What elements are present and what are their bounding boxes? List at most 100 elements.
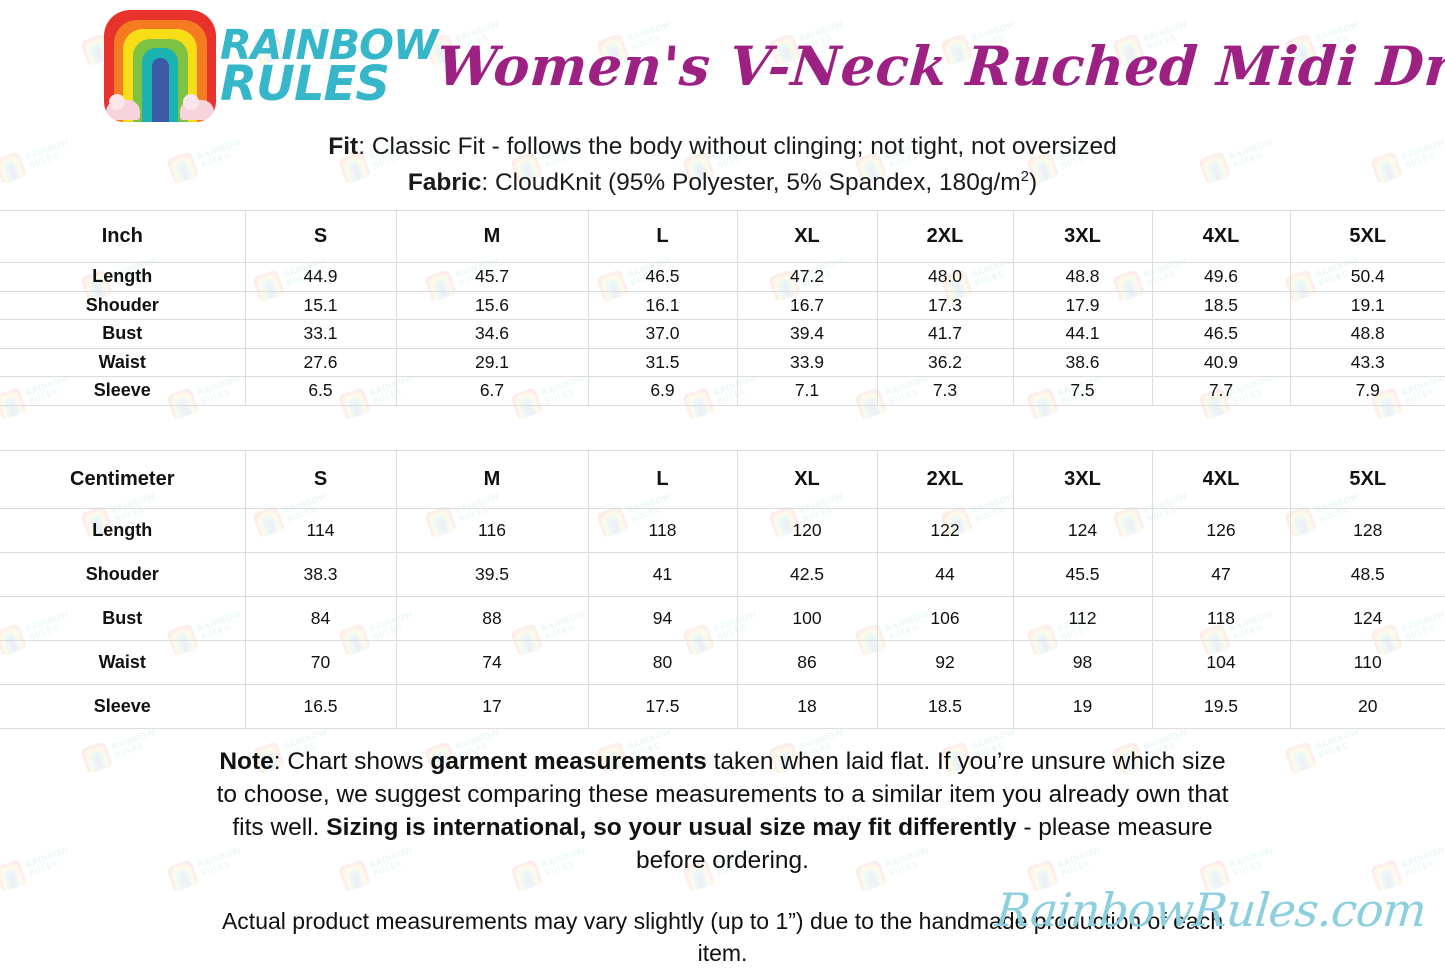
cell: 6.9 [588, 376, 738, 406]
cell: 44.1 [1013, 319, 1153, 349]
spec-fabric-line: Fabric: CloudKnit (95% Polyester, 5% Spa… [0, 162, 1445, 198]
cell: 7.7 [1152, 376, 1291, 406]
spec-fabric-label: Fabric [407, 169, 482, 197]
cell: 118 [1152, 596, 1291, 641]
cell: 45.5 [1013, 552, 1153, 597]
column-header-5xl: 5XL [1290, 449, 1445, 509]
cell: 36.2 [877, 348, 1014, 378]
cell: 92 [877, 640, 1014, 685]
row-label: Shouder [0, 552, 246, 597]
size-table-inch: Inch S M L XL 2XL 3XL 4XL 5XL Length 44.… [0, 210, 1445, 406]
note-bold1: garment measurements [430, 747, 707, 775]
cell: 98 [1013, 640, 1153, 685]
row-label: Bust [0, 596, 246, 641]
column-header-4xl: 4XL [1152, 449, 1291, 509]
cell: 17.9 [1013, 291, 1153, 321]
cell: 20 [1290, 684, 1445, 729]
cell: 46.5 [1152, 319, 1291, 349]
table-row: Shouder 15.1 15.6 16.1 16.7 17.3 17.9 18… [0, 291, 1445, 321]
cell: 49.6 [1152, 262, 1291, 292]
cell: 7.3 [877, 376, 1014, 406]
table-row: Bust 84 88 94 100 106 112 118 124 [0, 596, 1445, 641]
cell: 120 [737, 508, 878, 553]
cell: 38.6 [1013, 348, 1153, 378]
cell: 16.1 [588, 291, 738, 321]
cell: 80 [588, 640, 738, 685]
spec-fabric-value: : CloudKnit (95% Polyester, 5% Spandex, … [481, 169, 1021, 197]
cell: 41.7 [877, 319, 1014, 349]
cell: 6.5 [245, 376, 397, 406]
cell: 39.4 [737, 319, 878, 349]
column-header-4xl: 4XL [1152, 210, 1291, 264]
column-header-l: L [588, 449, 738, 509]
cell: 118 [588, 508, 738, 553]
cell: 17.3 [877, 291, 1014, 321]
cell: 112 [1013, 596, 1153, 641]
column-header-5xl: 5XL [1290, 210, 1445, 264]
cell: 39.5 [396, 552, 589, 597]
table-row: Waist 70 74 80 86 92 98 104 110 [0, 640, 1445, 685]
cell: 70 [245, 640, 397, 685]
product-spec-block: Fit: Classic Fit - follows the body with… [0, 132, 1445, 210]
cell: 19.5 [1152, 684, 1291, 729]
inch-table-body: Length 44.9 45.7 46.5 47.2 48.0 48.8 49.… [0, 262, 1445, 406]
cell: 42.5 [737, 552, 878, 597]
cell: 40.9 [1152, 348, 1291, 378]
row-label: Sleeve [0, 376, 246, 406]
cell: 84 [245, 596, 397, 641]
cell: 104 [1152, 640, 1291, 685]
cell: 94 [588, 596, 738, 641]
cell: 33.1 [245, 319, 397, 349]
row-label: Sleeve [0, 684, 246, 729]
note-part1: : Chart shows [273, 747, 431, 775]
note-part2: taken when laid flat. If you’re unsure w… [216, 747, 1229, 841]
cell: 31.5 [588, 348, 738, 378]
cell: 88 [396, 596, 589, 641]
rainbow-arc-6 [151, 57, 169, 122]
cell: 15.6 [396, 291, 589, 321]
row-label: Length [0, 508, 246, 553]
cell: 74 [396, 640, 589, 685]
cell: 124 [1290, 596, 1445, 641]
table-row: Bust 33.1 34.6 37.0 39.4 41.7 44.1 46.5 … [0, 319, 1445, 349]
cell: 27.6 [245, 348, 397, 378]
cell: 33.9 [737, 348, 878, 378]
cell: 106 [877, 596, 1014, 641]
cell: 47 [1152, 552, 1291, 597]
column-header-m: M [396, 210, 589, 264]
cell: 34.6 [396, 319, 589, 349]
cell: 50.4 [1290, 262, 1445, 292]
column-header-unit: Inch [0, 210, 246, 264]
row-label: Shouder [0, 291, 246, 321]
table-header-row: Centimeter S M L XL 2XL 3XL 4XL 5XL [0, 449, 1445, 509]
column-header-s: S [245, 449, 397, 509]
rainbow-logo-icon [104, 10, 216, 122]
row-label: Waist [0, 348, 246, 378]
spec-fit-label: Fit [328, 133, 359, 160]
spec-fit-line: Fit: Classic Fit - follows the body with… [0, 132, 1445, 162]
brand-wordmark: RAINBOW RULES [220, 24, 438, 108]
column-header-l: L [588, 210, 738, 264]
cell: 46.5 [588, 262, 738, 292]
cell: 86 [737, 640, 878, 685]
row-label: Length [0, 262, 246, 292]
cell: 100 [737, 596, 878, 641]
table-row: Length 44.9 45.7 46.5 47.2 48.0 48.8 49.… [0, 262, 1445, 292]
note-bold2: Sizing is international, so your usual s… [326, 813, 1017, 841]
table-row: Waist 27.6 29.1 31.5 33.9 36.2 38.6 40.9… [0, 348, 1445, 378]
cloud-icon-l [106, 94, 140, 120]
column-header-2xl: 2XL [877, 210, 1014, 264]
column-header-m: M [396, 449, 589, 509]
cell: 41 [588, 552, 738, 597]
note-label: Note [219, 747, 274, 775]
cell: 18.5 [1152, 291, 1291, 321]
spec-fabric-value-end: ) [1029, 169, 1038, 197]
spec-fit-value: : Classic Fit - follows the body without… [358, 133, 1117, 160]
cell: 15.1 [245, 291, 397, 321]
cell: 48.0 [877, 262, 1014, 292]
note-part3: - please measure before ordering. [636, 813, 1213, 874]
table-row: Shouder 38.3 39.5 41 42.5 44 45.5 47 48.… [0, 552, 1445, 597]
table-row: Sleeve 6.5 6.7 6.9 7.1 7.3 7.5 7.7 7.9 [0, 376, 1445, 406]
cell: 128 [1290, 508, 1445, 553]
cell: 44.9 [245, 262, 397, 292]
